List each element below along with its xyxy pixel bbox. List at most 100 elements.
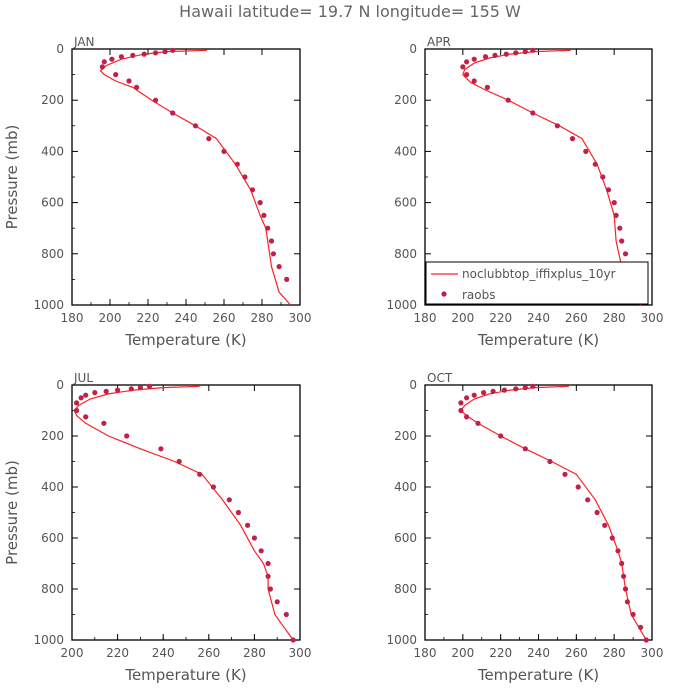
raobs-point: [176, 458, 182, 465]
y-tick-label: 400: [41, 480, 64, 494]
y-tick-label: 600: [394, 196, 417, 210]
raobs-point: [221, 148, 227, 154]
raobs-point: [268, 238, 275, 244]
raobs-point: [78, 395, 84, 401]
raobs-point: [594, 509, 600, 516]
x-tick-label: 180: [414, 646, 437, 660]
raobs-point: [130, 52, 136, 59]
y-tick-label: 600: [41, 196, 64, 210]
x-tick-label: 200: [451, 646, 474, 660]
raobs-point: [613, 212, 619, 218]
y-tick-label: 1000: [33, 298, 64, 312]
raobs-point: [585, 497, 591, 503]
raobs-point: [464, 72, 470, 78]
raobs-point: [622, 251, 629, 257]
chart-title: Hawaii latitude= 19.7 N longitude= 155 W: [179, 2, 521, 21]
x-tick-label: 220: [489, 646, 512, 660]
raobs-point: [458, 400, 464, 406]
raobs-point: [274, 599, 280, 605]
raobs-point: [146, 383, 153, 389]
x-tick-label: 300: [289, 646, 312, 660]
y-tick-label: 600: [394, 531, 417, 545]
raobs-point: [137, 385, 143, 391]
raobs-point: [83, 392, 89, 398]
x-tick-label: 240: [152, 646, 175, 660]
raobs-point: [492, 52, 498, 59]
model-profile-line: [73, 385, 294, 641]
raobs-point: [113, 72, 119, 78]
raobs-point: [109, 56, 115, 62]
raobs-point: [251, 535, 257, 541]
x-tick-label: 220: [137, 311, 160, 325]
raobs-point: [621, 573, 627, 579]
raobs-point: [74, 407, 80, 414]
panel-apr: 180 200 220 240 260 280 300 0 200 400 600 800 1000 AP…: [386, 35, 663, 349]
raobs-point: [99, 64, 105, 70]
raobs-point: [290, 637, 296, 643]
x-tick-label: 240: [527, 646, 550, 660]
raobs-point: [460, 64, 466, 70]
raobs-point: [530, 110, 536, 116]
raobs-point: [267, 586, 273, 592]
x-tick-label: 200: [61, 646, 84, 660]
raobs-point: [258, 548, 264, 554]
raobs-point: [498, 433, 504, 439]
raobs-point: [554, 123, 561, 129]
raobs-point: [270, 251, 276, 257]
raobs-point: [128, 386, 134, 392]
raobs-point: [602, 522, 608, 528]
raobs-point: [475, 420, 481, 426]
x-axis-label: Temperature (K): [477, 331, 599, 349]
raobs-point: [624, 599, 631, 605]
raobs-point: [619, 560, 625, 567]
x-tick-label: 240: [175, 311, 198, 325]
raobs-point: [257, 200, 263, 206]
raobs-point: [458, 407, 464, 414]
raobs-point: [265, 560, 271, 567]
raobs-point: [74, 400, 80, 406]
raobs-point: [115, 387, 121, 393]
y-tick-label: 200: [394, 429, 417, 443]
x-axis-label: Temperature (K): [124, 331, 246, 349]
y-tick-label: 1000: [386, 633, 417, 647]
raobs-point: [141, 51, 147, 57]
x-axis-label: Temperature (K): [477, 666, 599, 684]
raobs-point: [126, 78, 132, 84]
x-axis-label: Temperature (K): [124, 666, 246, 684]
x-tick-label: 260: [197, 646, 220, 660]
y-axis-label: Pressure (mb): [3, 460, 21, 565]
x-tick-label: 280: [243, 646, 266, 660]
y-tick-label: 200: [41, 93, 64, 107]
raobs-point: [118, 54, 124, 60]
raobs-point: [101, 59, 107, 65]
raobs-point: [471, 392, 477, 398]
x-tick-label: 300: [641, 311, 664, 325]
y-tick-label: 800: [41, 582, 64, 596]
y-tick-label: 200: [41, 429, 64, 443]
panel-jul: 200 220 240 260 280 300 0 200 400 600 800 1000 JUL Te…: [3, 371, 311, 684]
raobs-point: [503, 51, 509, 57]
raobs-point: [615, 548, 621, 554]
x-tick-label: 200: [99, 311, 122, 325]
legend-model-label: noclubbtop_iffixplus_10yr: [462, 267, 616, 281]
raobs-point: [261, 212, 267, 218]
raobs-point: [600, 174, 606, 180]
raobs-point: [522, 385, 528, 391]
raobs-point: [162, 49, 168, 55]
raobs-point: [490, 388, 496, 394]
raobs-point: [153, 50, 159, 56]
raobs-point: [605, 187, 612, 193]
legend-obs-label: raobs: [462, 288, 496, 302]
raobs-point: [630, 611, 636, 618]
y-tick-label: 400: [41, 144, 64, 158]
raobs-point: [643, 637, 649, 643]
raobs-point: [569, 136, 576, 142]
y-tick-label: 800: [41, 247, 64, 261]
raobs-point: [153, 97, 159, 103]
raobs-point: [265, 573, 271, 579]
legend-marker-swatch: [441, 291, 447, 297]
x-tick-label: 240: [527, 311, 550, 325]
raobs-point: [611, 200, 617, 206]
raobs-point: [609, 535, 615, 541]
